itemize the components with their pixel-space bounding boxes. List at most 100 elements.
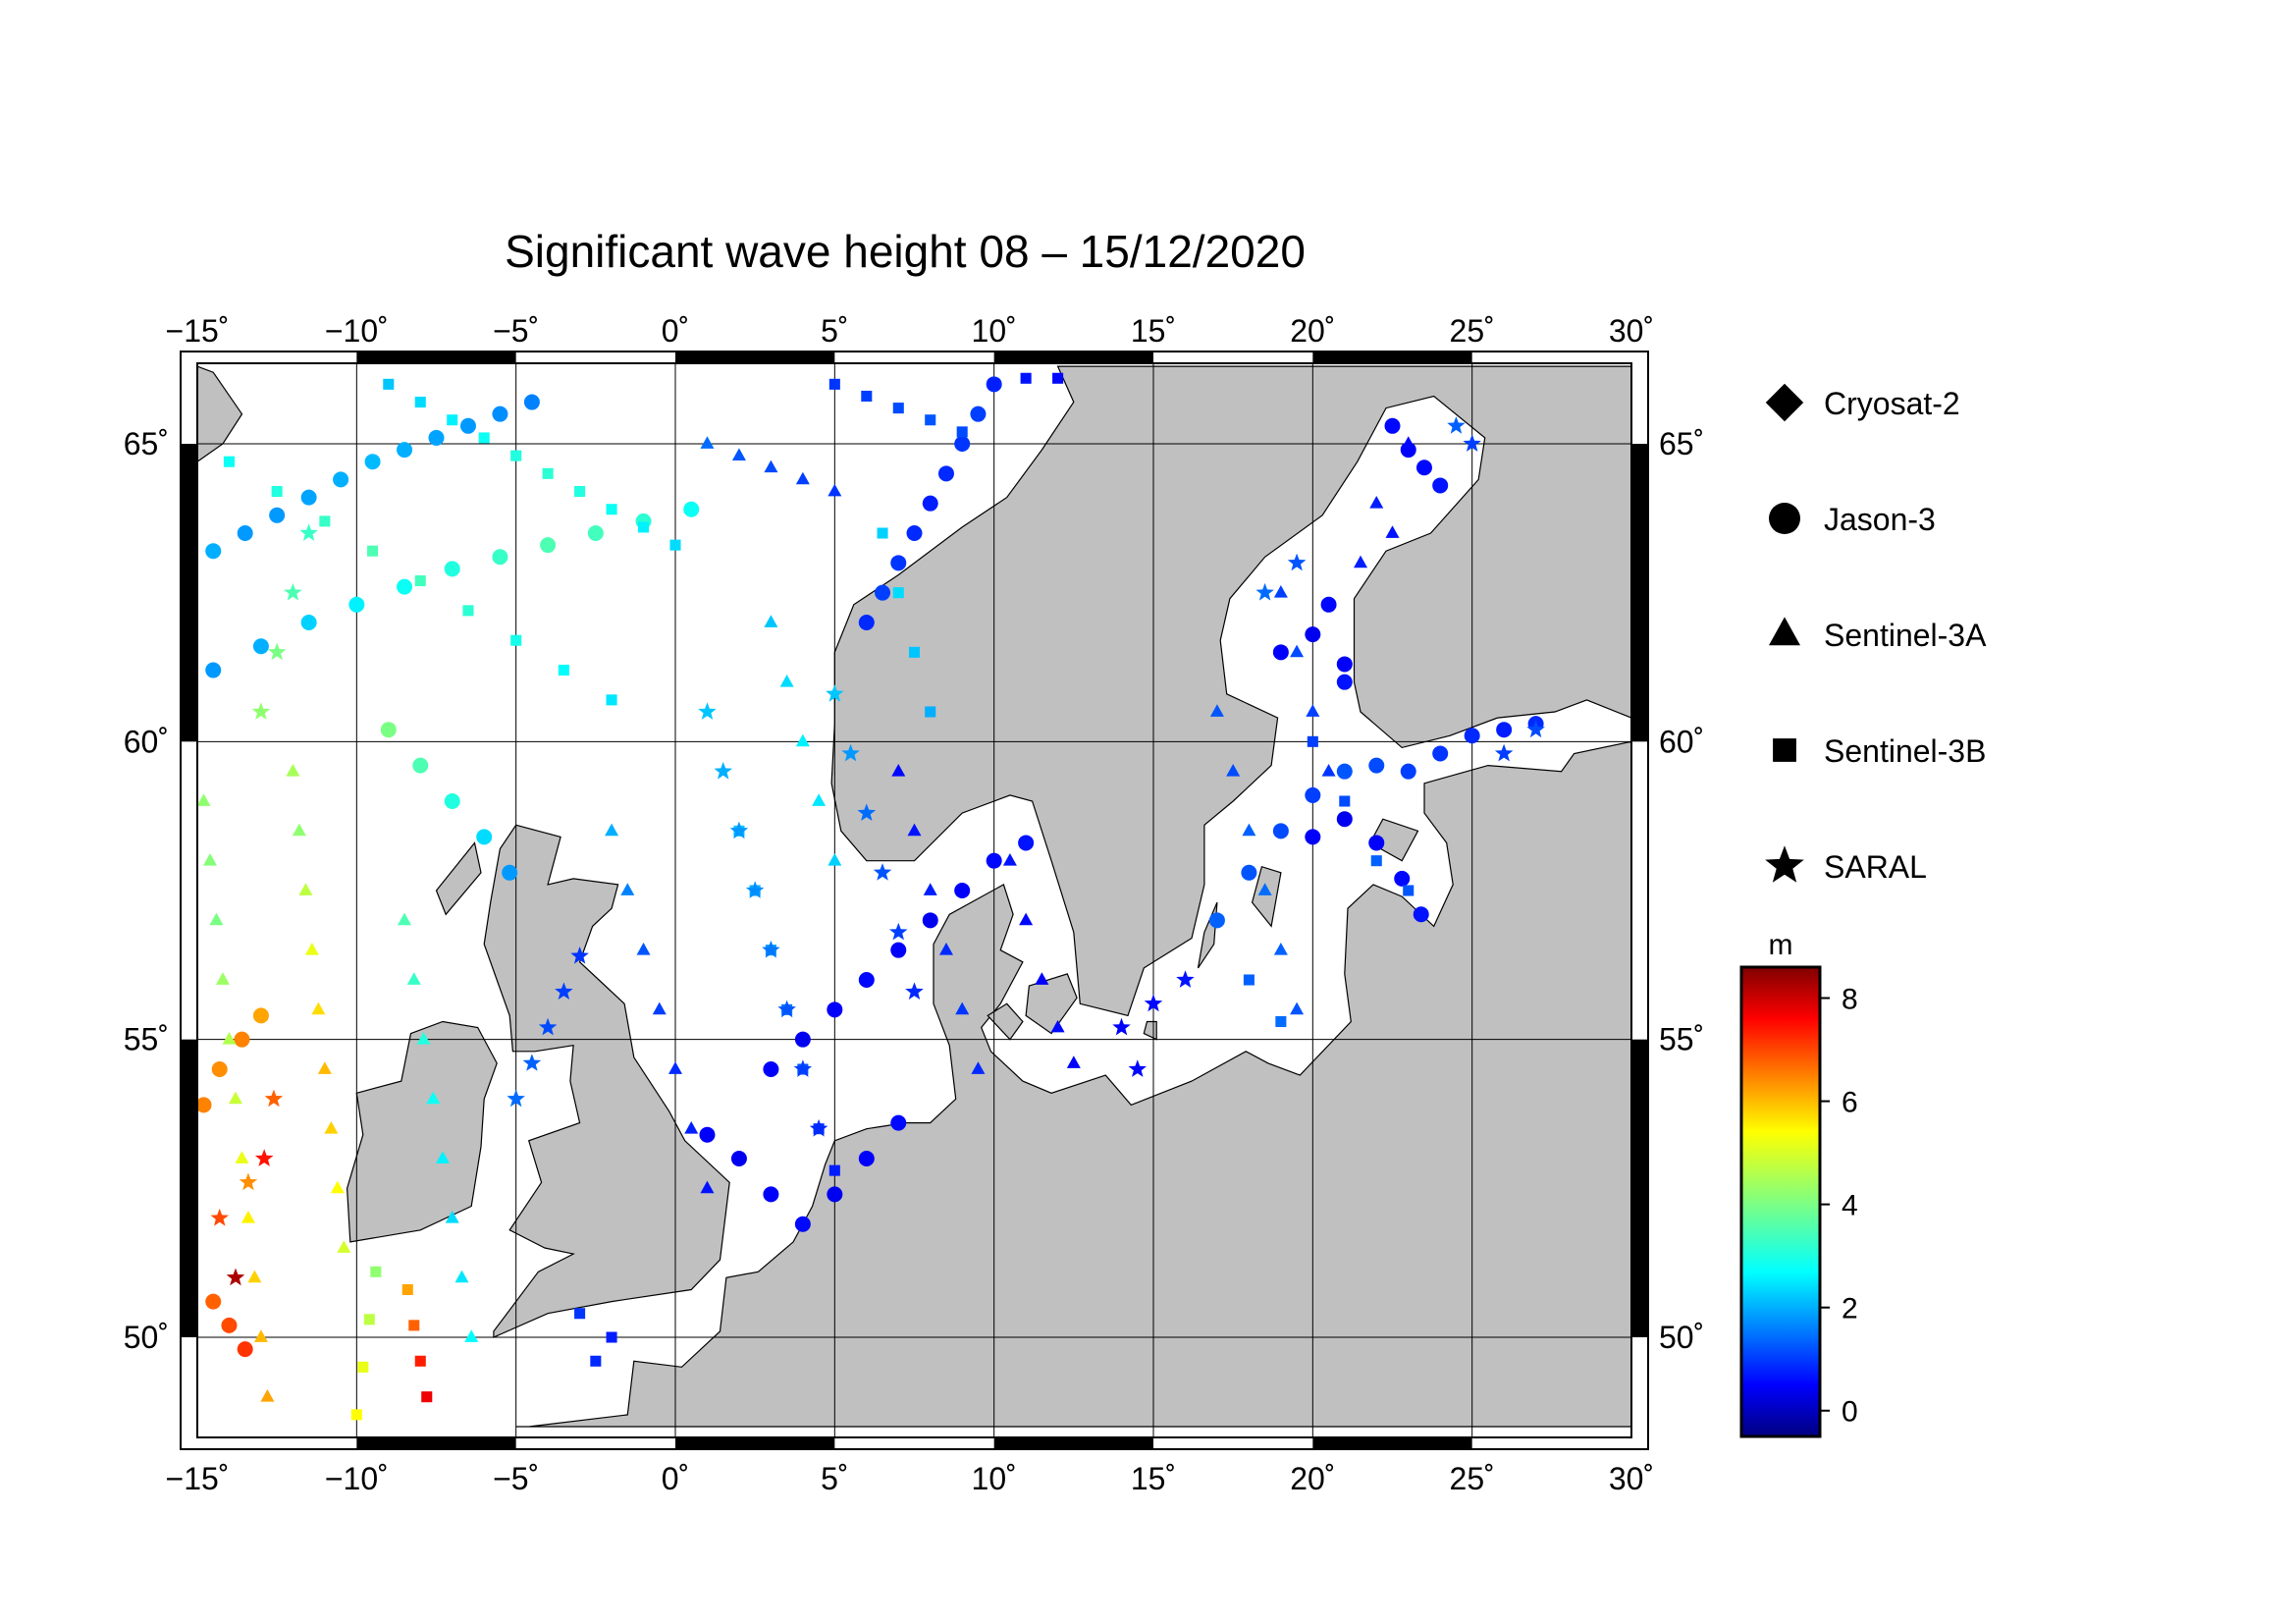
legend-star-marker (1765, 845, 1804, 883)
border-segment (181, 444, 197, 742)
observation-point (1447, 416, 1466, 434)
observation-point (237, 525, 253, 541)
observation-point (1307, 735, 1318, 747)
observation-point (205, 1293, 222, 1310)
observation-point (1368, 835, 1385, 851)
observation-point (1226, 763, 1241, 777)
observation-point (286, 763, 300, 777)
map-frame (180, 351, 1649, 1450)
colorbar-gradient (1739, 965, 1822, 1438)
observation-point (1494, 743, 1514, 762)
latitude-label-right: 55˚ (1659, 1022, 1704, 1057)
legend-item: Sentinel-3A (1769, 617, 1987, 653)
observation-point (828, 1164, 840, 1176)
observation-point (1321, 763, 1336, 777)
observation-point (828, 483, 842, 497)
observation-point (1370, 855, 1382, 867)
observation-point (1066, 1055, 1081, 1068)
legend-label: Sentinel-3A (1824, 618, 1987, 653)
observation-point (605, 823, 619, 837)
observation-point (215, 972, 230, 985)
observation-point (1336, 811, 1353, 828)
observation-point (606, 504, 617, 515)
observation-point (763, 1186, 779, 1203)
observation-point (875, 584, 891, 601)
observation-point (1400, 763, 1416, 780)
observation-point (590, 1355, 602, 1367)
observation-point (777, 1000, 796, 1018)
observation-point (311, 1001, 326, 1015)
observation-point (1019, 912, 1034, 926)
longitude-label-top: 0˚ (662, 313, 689, 349)
observation-point (861, 390, 873, 402)
gotland-island (1251, 865, 1282, 928)
observation-point (892, 587, 904, 599)
observation-point (762, 940, 780, 958)
observation-point (558, 665, 569, 676)
latitude-label-right: 60˚ (1659, 724, 1704, 759)
legend-square-marker (1773, 738, 1796, 762)
observation-point (925, 414, 936, 426)
observation-point (828, 378, 840, 390)
observation-point (462, 605, 474, 617)
series-saral (210, 416, 1545, 1286)
legend-label: Cryosat-2 (1824, 386, 1960, 421)
observation-point (228, 1091, 242, 1105)
observation-point (397, 442, 413, 459)
observation-point (414, 575, 426, 587)
observation-point (606, 1331, 617, 1343)
observation-point (858, 972, 875, 988)
observation-point (889, 922, 908, 941)
longitude-label-top: 30˚ (1609, 313, 1654, 349)
longitude-label-top: 15˚ (1131, 313, 1176, 349)
observation-point (1305, 626, 1321, 643)
observation-point (841, 743, 860, 762)
observation-point (764, 615, 778, 627)
observation-point (235, 1151, 249, 1163)
legend-label: Jason-3 (1824, 502, 1936, 537)
outer-frame (180, 351, 1649, 1450)
colorbar-unit-label: m (1769, 929, 1793, 961)
observation-point (587, 525, 604, 541)
observation-point (197, 793, 211, 806)
observation-point (1035, 972, 1049, 985)
observation-point (1401, 436, 1415, 449)
observation-point (764, 460, 778, 473)
longitude-label-bottom: 10˚ (972, 1461, 1017, 1496)
observation-point (538, 1017, 558, 1036)
longitude-label-top: 20˚ (1290, 313, 1335, 349)
border-segment (1631, 444, 1648, 742)
observation-point (348, 596, 365, 613)
observation-point (1273, 942, 1288, 955)
legend-item: Cryosat-2 (1765, 383, 1960, 422)
observation-point (397, 578, 413, 595)
longitude-label-top: 25˚ (1450, 313, 1495, 349)
observation-point (380, 722, 397, 738)
satellite-observations (197, 372, 1545, 1421)
observation-point (300, 489, 317, 506)
observation-point (252, 638, 269, 655)
observation-point (1305, 829, 1321, 845)
observation-point (447, 414, 458, 426)
legend-diamond-marker (1765, 383, 1804, 422)
observation-point (699, 1126, 716, 1143)
observation-point (683, 501, 700, 517)
colorbar: m 8 6 4 2 0 (1739, 929, 1858, 1438)
observation-point (401, 1283, 413, 1295)
observation-point (574, 1308, 586, 1320)
observation-point (793, 1059, 813, 1077)
observation-point (542, 467, 554, 479)
observation-point (1463, 434, 1481, 452)
observation-point (211, 1061, 228, 1077)
observation-point (668, 1061, 682, 1074)
observation-point (730, 1151, 747, 1166)
border-segment (181, 1039, 197, 1337)
observation-point (330, 1180, 345, 1194)
observation-point (445, 1210, 459, 1223)
observation-point (1336, 763, 1353, 780)
longitude-label-top: −5˚ (493, 313, 539, 349)
longitude-label-top: −15˚ (166, 313, 230, 349)
longitude-label-top: 5˚ (821, 313, 848, 349)
observation-point (970, 406, 987, 422)
